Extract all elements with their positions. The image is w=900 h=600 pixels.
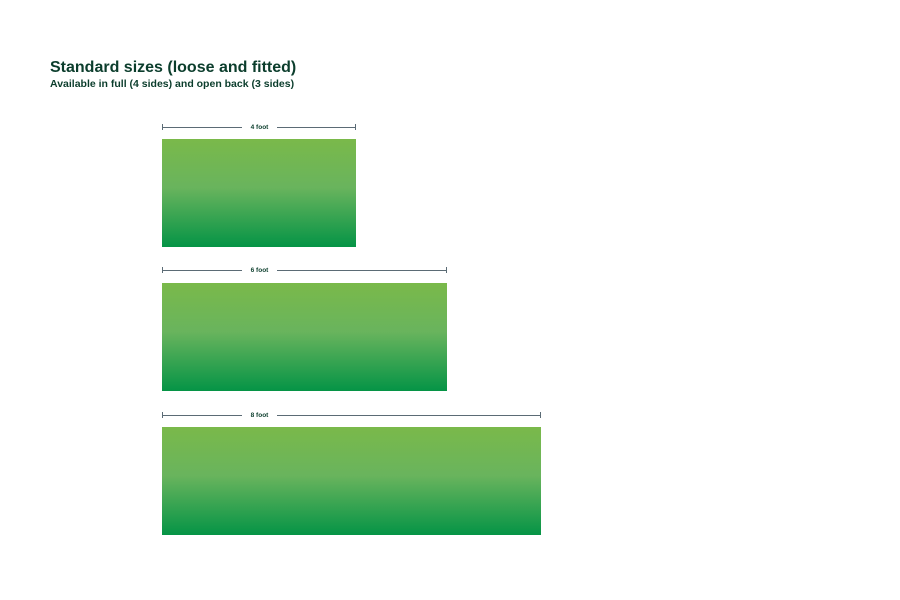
dimension-rule <box>162 415 541 416</box>
dimension-tick-left <box>162 267 163 273</box>
panel-4-foot <box>162 139 356 247</box>
dimension-tick-left <box>162 412 163 418</box>
dimension-line-6-foot: 6 foot <box>162 265 447 276</box>
dimension-rule <box>162 270 447 271</box>
size-6-foot: 6 foot <box>162 265 447 391</box>
dimension-tick-right <box>355 124 356 130</box>
dimension-tick-right <box>540 412 541 418</box>
panel-8-foot <box>162 427 541 535</box>
size-8-foot: 8 foot <box>162 410 541 535</box>
page-title: Standard sizes (loose and fitted) <box>50 59 297 76</box>
page-subtitle: Available in full (4 sides) and open bac… <box>50 78 295 90</box>
panel-6-foot <box>162 283 447 391</box>
dimension-tick-left <box>162 124 163 130</box>
dimension-tick-right <box>446 267 447 273</box>
dimension-label-6-foot: 6 foot <box>242 265 277 276</box>
dimension-line-8-foot: 8 foot <box>162 410 541 421</box>
dimension-label-4-foot: 4 foot <box>242 122 277 133</box>
size-4-foot: 4 foot <box>162 122 356 247</box>
dimension-line-4-foot: 4 foot <box>162 122 356 133</box>
dimension-label-8-foot: 8 foot <box>242 410 277 421</box>
